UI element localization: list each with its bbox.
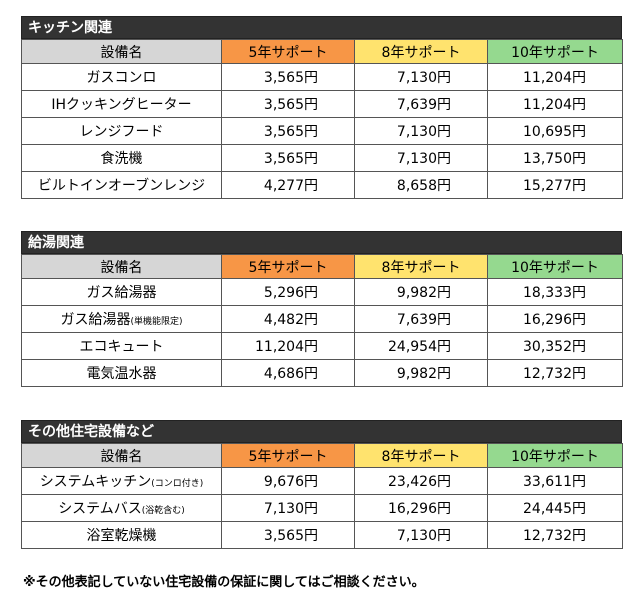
price-table: 設備名 5年サポート 8年サポート 10年サポート ガスコンロ 3,565円 7… [21,39,623,199]
equipment-name: システムキッチン(コンロ付き) [21,467,222,495]
section-other-equipment: その他住宅設備など 設備名 5年サポート 8年サポート 10年サポート システム… [21,420,623,549]
price-5-year: 3,565円 [221,117,355,145]
equipment-note: (単機能限定) [130,317,183,327]
price-10-year: 16,296円 [487,305,623,333]
price-8-year: 7,639円 [354,305,488,333]
equipment-name: ガス給湯器(単機能限定) [21,305,222,333]
price-8-year: 24,954円 [354,332,488,360]
price-5-year: 4,277円 [221,171,355,199]
equipment-name: ビルトインオーブンレンジ [21,171,222,199]
price-8-year: 7,130円 [354,144,488,172]
table-row: ガス給湯器(単機能限定) 4,482円 7,639円 16,296円 [21,305,623,333]
price-10-year: 30,352円 [487,332,623,360]
header-equipment-name: 設備名 [21,39,222,64]
price-5-year: 9,676円 [221,467,355,495]
table-row: システムキッチン(コンロ付き) 9,676円 23,426円 33,611円 [21,467,623,495]
table-row: ビルトインオーブンレンジ 4,277円 8,658円 15,277円 [21,171,623,199]
price-5-year: 4,482円 [221,305,355,333]
price-8-year: 9,982円 [354,278,488,306]
price-5-year: 3,565円 [221,521,355,549]
price-5-year: 5,296円 [221,278,355,306]
price-8-year: 7,130円 [354,521,488,549]
header-8-year: 8年サポート [354,39,488,64]
price-5-year: 7,130円 [221,494,355,522]
price-8-year: 9,982円 [354,359,488,387]
table-row: システムバス(浴乾含む) 7,130円 16,296円 24,445円 [21,494,623,522]
price-10-year: 11,204円 [487,90,623,118]
header-5-year: 5年サポート [221,443,355,468]
price-10-year: 11,204円 [487,63,623,91]
equipment-name: レンジフード [21,117,222,145]
price-table: 設備名 5年サポート 8年サポート 10年サポート ガス給湯器 5,296円 9… [21,254,623,387]
section-hot-water: 給湯関連 設備名 5年サポート 8年サポート 10年サポート ガス給湯器 5,2… [21,231,623,387]
equipment-note: (浴乾含む) [141,506,185,516]
price-8-year: 23,426円 [354,467,488,495]
header-5-year: 5年サポート [221,254,355,279]
header-equipment-name: 設備名 [21,443,222,468]
table-header-row: 設備名 5年サポート 8年サポート 10年サポート [21,254,623,279]
price-5-year: 11,204円 [221,332,355,360]
price-8-year: 16,296円 [354,494,488,522]
equipment-name: ガスコンロ [21,63,222,91]
header-8-year: 8年サポート [354,443,488,468]
header-equipment-name: 設備名 [21,254,222,279]
table-header-row: 設備名 5年サポート 8年サポート 10年サポート [21,39,623,64]
equipment-name: IHクッキングヒーター [21,90,222,118]
price-10-year: 15,277円 [487,171,623,199]
equipment-name: システムバス(浴乾含む) [21,494,222,522]
header-8-year: 8年サポート [354,254,488,279]
price-10-year: 24,445円 [487,494,623,522]
price-5-year: 3,565円 [221,90,355,118]
table-row: ガスコンロ 3,565円 7,130円 11,204円 [21,63,623,91]
footer-note: ※その他表記していない住宅設備の保証に関してはご相談ください。 [23,575,425,590]
price-5-year: 3,565円 [221,63,355,91]
price-8-year: 7,130円 [354,117,488,145]
equipment-name: エコキュート [21,332,222,360]
section-title: その他住宅設備など [21,420,622,443]
price-10-year: 10,695円 [487,117,623,145]
section-title: キッチン関連 [21,16,622,39]
equipment-name: 浴室乾燥機 [21,521,222,549]
price-10-year: 18,333円 [487,278,623,306]
table-row: レンジフード 3,565円 7,130円 10,695円 [21,117,623,145]
equipment-name: 電気温水器 [21,359,222,387]
price-10-year: 33,611円 [487,467,623,495]
table-row: ガス給湯器 5,296円 9,982円 18,333円 [21,278,623,306]
header-10-year: 10年サポート [487,254,623,279]
price-5-year: 3,565円 [221,144,355,172]
price-table: 設備名 5年サポート 8年サポート 10年サポート システムキッチン(コンロ付き… [21,443,623,549]
table-row: IHクッキングヒーター 3,565円 7,639円 11,204円 [21,90,623,118]
price-5-year: 4,686円 [221,359,355,387]
equipment-note: (コンロ付き) [151,479,204,489]
price-10-year: 13,750円 [487,144,623,172]
price-10-year: 12,732円 [487,521,623,549]
section-title: 給湯関連 [21,231,622,254]
price-8-year: 7,130円 [354,63,488,91]
section-kitchen: キッチン関連 設備名 5年サポート 8年サポート 10年サポート ガスコンロ 3… [21,16,623,199]
table-row: 食洗機 3,565円 7,130円 13,750円 [21,144,623,172]
table-header-row: 設備名 5年サポート 8年サポート 10年サポート [21,443,623,468]
table-row: 電気温水器 4,686円 9,982円 12,732円 [21,359,623,387]
equipment-name: ガス給湯器 [21,278,222,306]
price-8-year: 7,639円 [354,90,488,118]
table-row: エコキュート 11,204円 24,954円 30,352円 [21,332,623,360]
table-row: 浴室乾燥機 3,565円 7,130円 12,732円 [21,521,623,549]
price-8-year: 8,658円 [354,171,488,199]
price-10-year: 12,732円 [487,359,623,387]
header-5-year: 5年サポート [221,39,355,64]
header-10-year: 10年サポート [487,39,623,64]
equipment-name: 食洗機 [21,144,222,172]
header-10-year: 10年サポート [487,443,623,468]
